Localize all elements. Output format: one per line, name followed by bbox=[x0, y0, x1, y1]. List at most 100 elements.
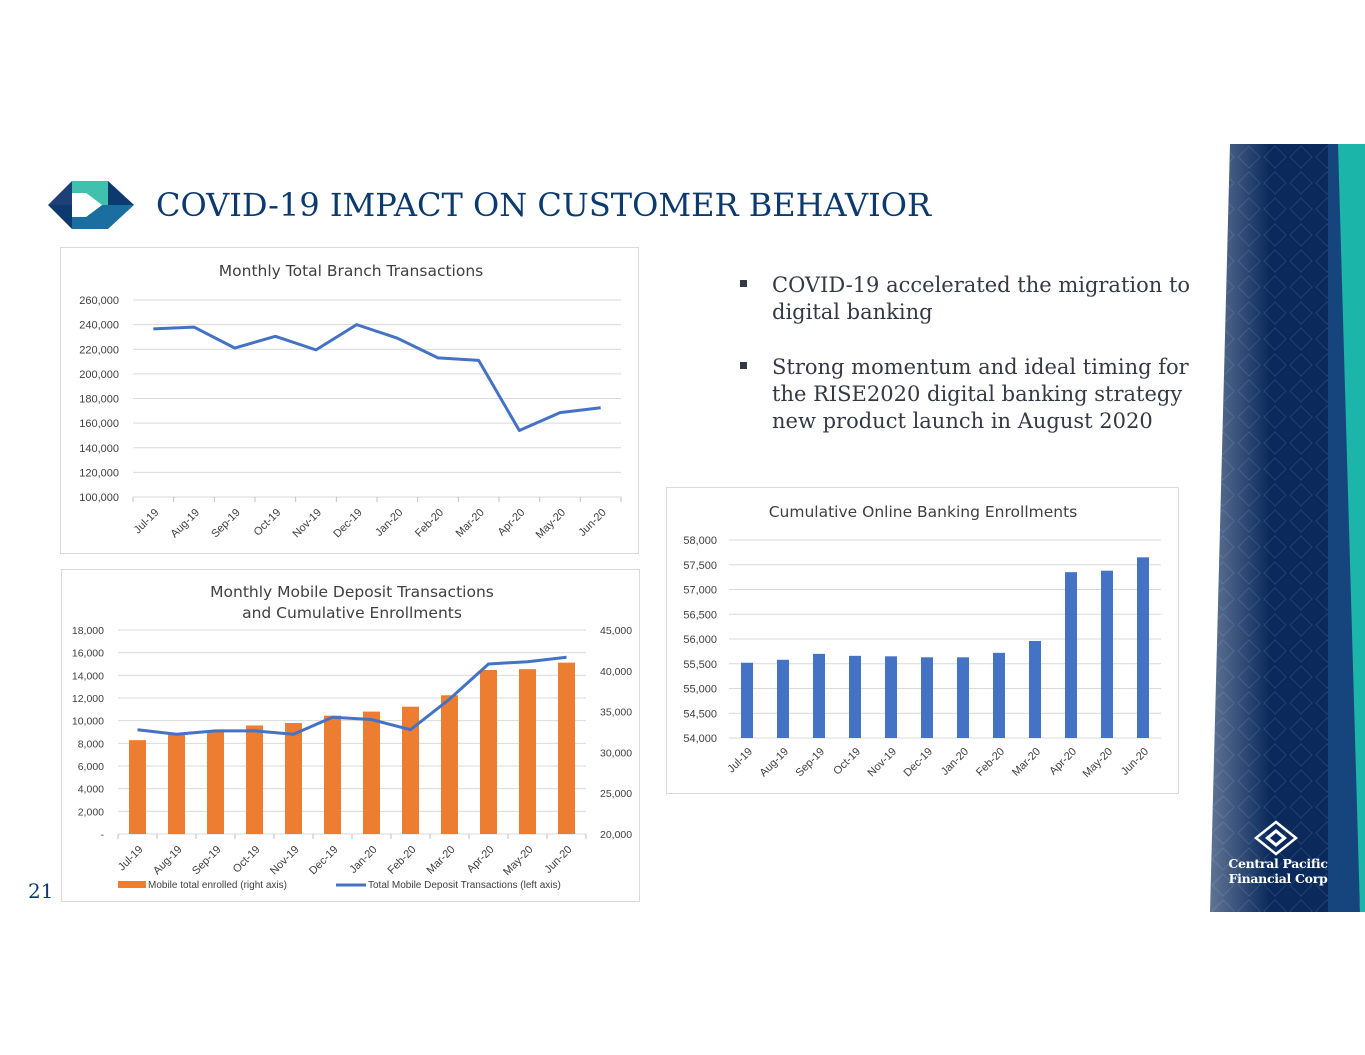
x-tick-label: Oct-19 bbox=[252, 507, 284, 539]
bar bbox=[129, 740, 146, 834]
y-tick-label: 260,000 bbox=[79, 295, 119, 307]
y-left-tick-label: 2,000 bbox=[78, 806, 104, 818]
y-tick-label: 57,500 bbox=[683, 560, 717, 572]
bar bbox=[1065, 572, 1077, 738]
x-tick-label: Jul-19 bbox=[116, 844, 146, 874]
bullet-text: COVID-19 accelerated the migration to di… bbox=[772, 273, 1191, 324]
online-enrollments-chart: Cumulative Online Banking Enrollments 54,… bbox=[666, 487, 1179, 794]
bar bbox=[207, 731, 224, 834]
bullet-text: Strong momentum and ideal timing for the… bbox=[772, 355, 1189, 433]
x-tick-label: Dec-19 bbox=[331, 507, 365, 541]
x-tick-label: Dec-19 bbox=[902, 746, 936, 780]
y-right-tick-label: 20,000 bbox=[600, 829, 632, 841]
bar bbox=[921, 657, 933, 738]
bar bbox=[849, 655, 861, 738]
y-tick-label: 55,000 bbox=[683, 684, 717, 696]
y-tick-label: 240,000 bbox=[79, 320, 119, 332]
bar bbox=[168, 734, 185, 834]
y-left-tick-label: 8,000 bbox=[78, 738, 104, 750]
x-tick-label: Sep-19 bbox=[209, 507, 243, 541]
x-tick-label: Jul-19 bbox=[132, 507, 162, 537]
x-tick-label: Nov-19 bbox=[866, 746, 900, 780]
x-tick-label: Aug-19 bbox=[169, 507, 203, 541]
bar bbox=[363, 711, 380, 834]
x-tick-label: Jun-20 bbox=[1119, 746, 1151, 778]
y-tick-label: 220,000 bbox=[79, 344, 119, 356]
y-right-tick-label: 25,000 bbox=[600, 788, 632, 800]
bar bbox=[777, 659, 789, 738]
chart-title: Monthly Total Branch Transactions bbox=[219, 262, 483, 280]
x-tick-label: Jan-20 bbox=[347, 844, 379, 876]
y-left-tick-label: 18,000 bbox=[72, 625, 104, 637]
bar bbox=[441, 695, 458, 834]
bar bbox=[246, 725, 263, 834]
bar bbox=[741, 662, 753, 738]
y-right-tick-label: 30,000 bbox=[600, 747, 632, 759]
y-tick-label: 180,000 bbox=[79, 394, 119, 406]
x-tick-label: Feb-20 bbox=[385, 844, 418, 877]
branch-transactions-svg: Monthly Total Branch Transactions 100,000… bbox=[79, 262, 622, 541]
x-tick-label: Sep-19 bbox=[190, 844, 224, 878]
y-left-tick-label: 10,000 bbox=[72, 716, 104, 728]
y-tick-label: 54,000 bbox=[683, 733, 717, 745]
bar bbox=[285, 723, 302, 834]
bar bbox=[558, 662, 575, 834]
chart-title-line1: Monthly Mobile Deposit Transactions bbox=[210, 583, 494, 601]
x-tick-label: Oct-19 bbox=[231, 844, 263, 876]
chart-title: Cumulative Online Banking Enrollments bbox=[769, 503, 1078, 521]
company-name: Central Pacific Financial Corp bbox=[1218, 856, 1338, 886]
x-tick-label: May-20 bbox=[534, 507, 568, 541]
y-tick-label: 140,000 bbox=[79, 443, 119, 455]
x-tick-label: Aug-19 bbox=[151, 844, 185, 878]
y-right-tick-label: 35,000 bbox=[600, 707, 632, 719]
logo-icon bbox=[48, 181, 134, 229]
x-tick-label: May-20 bbox=[501, 844, 535, 878]
y-left-tick-label: 4,000 bbox=[78, 784, 104, 796]
x-tick-label: Feb-20 bbox=[974, 746, 1007, 779]
y-right-tick-label: 40,000 bbox=[600, 666, 632, 678]
y-tick-label: 200,000 bbox=[79, 369, 119, 381]
bar bbox=[813, 653, 825, 738]
bar bbox=[402, 706, 419, 834]
bar bbox=[1137, 557, 1149, 738]
x-tick-label: Jun-20 bbox=[577, 507, 609, 539]
bullet-item: COVID-19 accelerated the migration to di… bbox=[740, 272, 1210, 326]
y-tick-label: 55,500 bbox=[683, 659, 717, 671]
y-left-tick-label: 6,000 bbox=[78, 761, 104, 773]
bullet-square-icon bbox=[740, 280, 747, 287]
mobile-deposit-chart: Monthly Mobile Deposit Transactions and C… bbox=[61, 569, 640, 902]
y-left-tick-label: 16,000 bbox=[72, 648, 104, 660]
legend-label: Mobile total enrolled (right axis) bbox=[148, 880, 287, 891]
x-tick-label: Apr-20 bbox=[1047, 746, 1079, 778]
y-tick-label: 57,000 bbox=[683, 585, 717, 597]
x-tick-label: Dec-19 bbox=[307, 844, 341, 878]
y-left-tick-label: 12,000 bbox=[72, 693, 104, 705]
y-tick-label: 54,500 bbox=[683, 708, 717, 720]
page-number: 21 bbox=[28, 879, 54, 903]
y-tick-label: 120,000 bbox=[79, 467, 119, 479]
y-tick-label: 100,000 bbox=[79, 492, 119, 504]
y-tick-label: 56,000 bbox=[683, 634, 717, 646]
x-tick-label: Aug-19 bbox=[758, 746, 792, 780]
x-tick-label: Mar-20 bbox=[1010, 746, 1043, 779]
online-enrollments-svg: Cumulative Online Banking Enrollments 54,… bbox=[683, 503, 1161, 780]
x-tick-label: Nov-19 bbox=[268, 844, 302, 878]
x-tick-label: Apr-20 bbox=[465, 844, 497, 876]
series-line bbox=[153, 323, 601, 433]
page-title: COVID-19 IMPACT ON CUSTOMER BEHAVIOR bbox=[156, 186, 932, 224]
bar bbox=[993, 652, 1005, 738]
bar bbox=[480, 669, 497, 834]
bullet-square-icon bbox=[740, 362, 747, 369]
x-tick-label: Jan-20 bbox=[939, 746, 971, 778]
y-right-tick-label: 45,000 bbox=[600, 625, 632, 637]
bar bbox=[324, 715, 341, 834]
x-tick-label: Nov-19 bbox=[291, 507, 325, 541]
bar bbox=[519, 669, 536, 834]
y-left-tick-label: - bbox=[101, 829, 105, 841]
bar bbox=[1101, 570, 1113, 738]
bar bbox=[957, 657, 969, 738]
x-tick-label: Feb-20 bbox=[413, 507, 446, 540]
y-tick-label: 58,000 bbox=[683, 535, 717, 547]
x-tick-label: Jun-20 bbox=[542, 844, 574, 876]
bullet-item: Strong momentum and ideal timing for the… bbox=[740, 354, 1210, 435]
